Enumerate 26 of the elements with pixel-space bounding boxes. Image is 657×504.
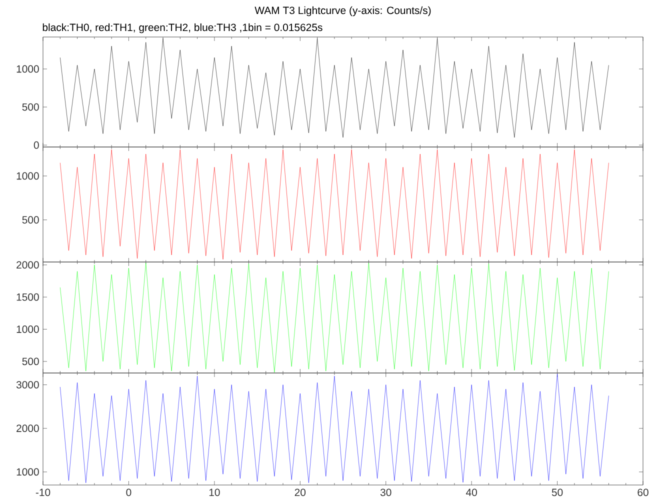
line-series [60,262,609,373]
y-tick-label: 0 [34,141,39,149]
y-tick-label: 1000 [16,172,39,180]
chart-title: WAM T3 Lightcurve (y-axis: Counts/s) [254,6,431,16]
x-tick-label: 60 [638,488,648,496]
y-tick-label: 2000 [16,261,39,269]
x-tick-label: 40 [466,488,477,496]
y-tick-label: 3000 [16,381,39,388]
x-tick-label: 0 [126,488,132,496]
y-tick-label: 1000 [16,326,39,333]
line-series [60,149,609,260]
x-tick-label: -10 [36,488,50,496]
line-series [60,374,609,483]
x-tick-label: 50 [552,488,563,496]
x-tick-label: 20 [294,488,306,496]
x-tick-label: 10 [209,488,220,496]
y-tick-label: 2000 [16,424,39,432]
line-series [60,38,609,138]
chart-subtitle: black:TH0, red:TH1, green:TH2, blue:TH3 ,1bin = 0.015625s [42,23,322,34]
y-tick-label: 500 [22,103,39,111]
y-tick-label: 500 [22,358,39,366]
y-tick-label: 500 [22,216,39,224]
y-tick-label: 1500 [16,293,39,301]
x-tick-label: 30 [380,488,392,496]
y-tick-label: 1000 [16,468,39,476]
y-tick-label: 1000 [16,65,39,73]
